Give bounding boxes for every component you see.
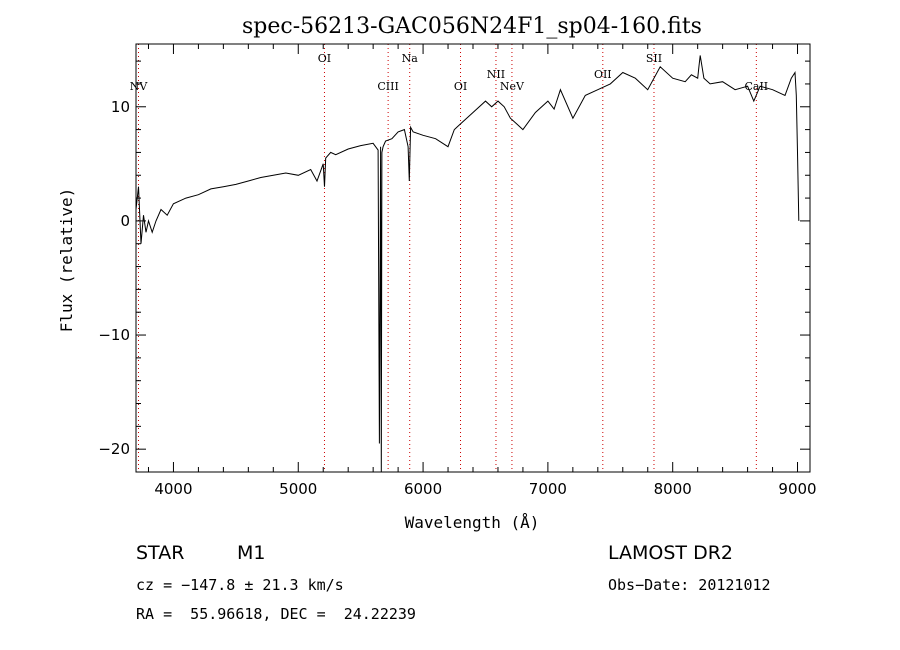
plot-frame (135, 43, 811, 473)
emission-line-label: OI (318, 52, 331, 65)
survey-name: LAMOST DR2 (608, 542, 733, 564)
x-tick-label: 5000 (279, 480, 317, 498)
emission-line-label: NV (130, 80, 149, 93)
observation-date: Obs−Date: 20121012 (608, 576, 771, 594)
y-axis-label: Flux (relative) (57, 188, 76, 333)
emission-line-label: OI (454, 80, 467, 93)
x-tick-label: 4000 (154, 480, 192, 498)
emission-line-label: Na (402, 52, 419, 65)
emission-line-label: CIII (377, 80, 398, 93)
y-tick-label: 10 (111, 98, 130, 116)
emission-line-label: SII (646, 52, 662, 65)
emission-line-label: CaII (744, 80, 768, 93)
x-tick-label: 8000 (654, 480, 692, 498)
emission-line-label: NII (487, 68, 505, 81)
emission-line-label: NeV (500, 80, 525, 93)
x-tick-label: 6000 (404, 480, 442, 498)
y-tick-label: −20 (98, 440, 130, 458)
redshift-cz: cz = −147.8 ± 21.3 km/s (136, 576, 344, 594)
x-axis-label: Wavelength (Å) (405, 513, 540, 532)
x-tick-label: 7000 (529, 480, 567, 498)
spectrum-line (135, 55, 800, 473)
chart-title: spec-56213-GAC056N24F1_sp04-160.fits (242, 14, 702, 39)
coordinates: RA = 55.96618, DEC = 24.22239 (136, 605, 416, 623)
emission-line-label: OII (594, 68, 612, 81)
object-subclass: M1 (237, 542, 266, 564)
y-tick-label: −10 (98, 326, 130, 344)
x-tick-label: 9000 (778, 480, 816, 498)
object-class: STAR (136, 542, 185, 564)
y-tick-label: 0 (120, 212, 130, 230)
